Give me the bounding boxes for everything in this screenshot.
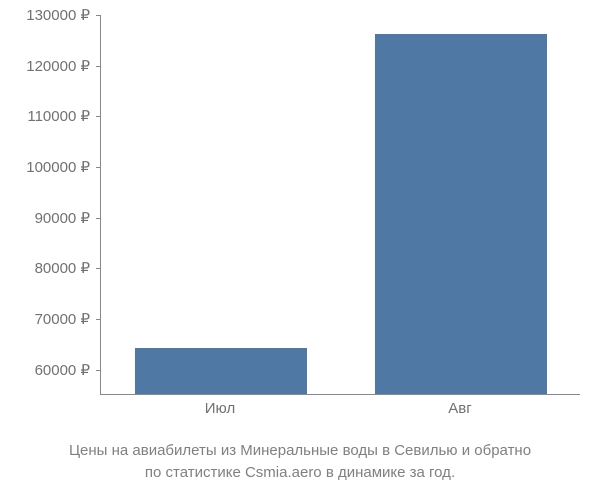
y-tick-mark (96, 15, 100, 16)
y-tick-label: 90000 ₽ (0, 209, 90, 227)
caption-line-2: по статистике Csmia.aero в динамике за г… (0, 462, 600, 484)
y-tick-mark (96, 268, 100, 269)
x-tick-label: Июл (205, 400, 235, 417)
caption-line-1: Цены на авиабилеты из Минеральные воды в… (0, 440, 600, 462)
y-tick-label: 110000 ₽ (0, 107, 90, 125)
plot-area (100, 15, 580, 395)
price-bar-chart: 60000 ₽ 70000 ₽ 80000 ₽ 90000 ₽ 100000 ₽ 1100… (0, 0, 600, 500)
y-tick-mark (96, 66, 100, 67)
y-tick-mark (96, 167, 100, 168)
y-tick-mark (96, 319, 100, 320)
y-tick-label: 130000 ₽ (0, 6, 90, 24)
x-tick-label: Авг (448, 400, 471, 417)
bar (375, 34, 548, 394)
bar (135, 348, 308, 394)
y-tick-mark (96, 370, 100, 371)
y-tick-label: 100000 ₽ (0, 158, 90, 176)
y-tick-label: 60000 ₽ (0, 361, 90, 379)
y-tick-label: 80000 ₽ (0, 259, 90, 277)
y-tick-label: 120000 ₽ (0, 57, 90, 75)
y-tick-label: 70000 ₽ (0, 310, 90, 328)
y-tick-mark (96, 116, 100, 117)
y-tick-mark (96, 218, 100, 219)
